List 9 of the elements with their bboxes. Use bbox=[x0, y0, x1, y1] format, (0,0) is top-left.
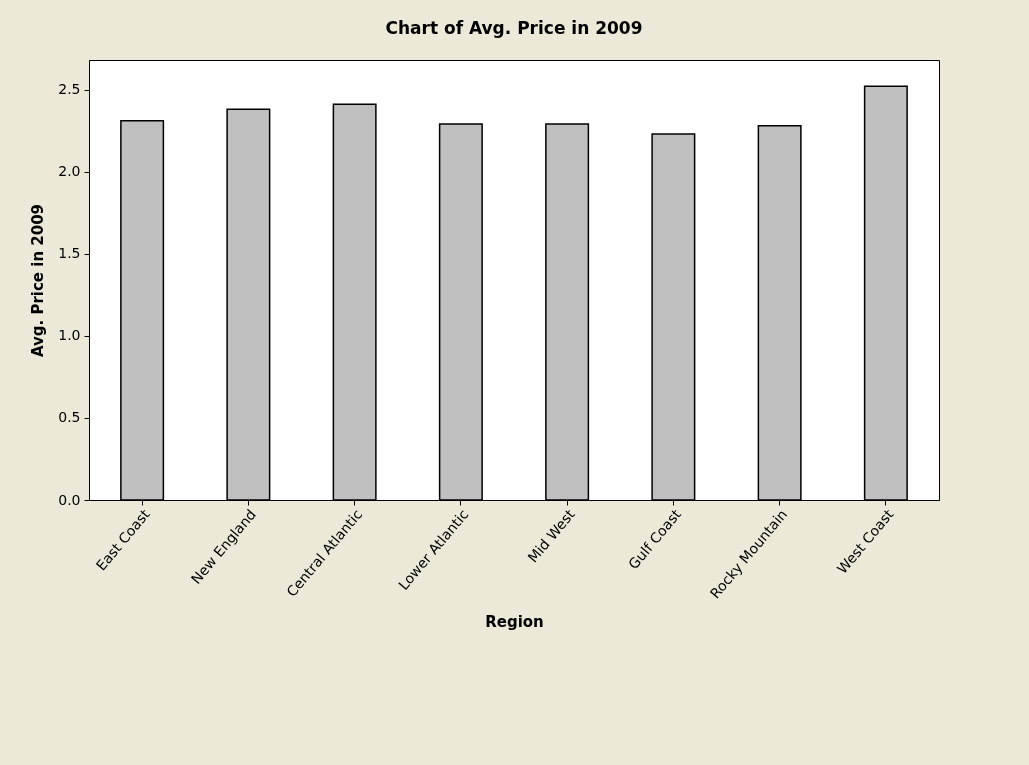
y-tick-label: 2.0 bbox=[58, 163, 81, 180]
y-tick-label: 0.0 bbox=[58, 491, 81, 508]
chart-title: Chart of Avg. Price in 2009 bbox=[385, 18, 643, 38]
x-axis-title: Region bbox=[485, 613, 544, 632]
y-axis-title: Avg. Price in 2009 bbox=[29, 203, 48, 358]
y-tick-label: 1.5 bbox=[58, 245, 81, 262]
y-tick-label: 1.0 bbox=[58, 327, 81, 344]
y-tick-label: 0.5 bbox=[58, 409, 81, 426]
y-tick-label: 2.5 bbox=[58, 81, 81, 98]
